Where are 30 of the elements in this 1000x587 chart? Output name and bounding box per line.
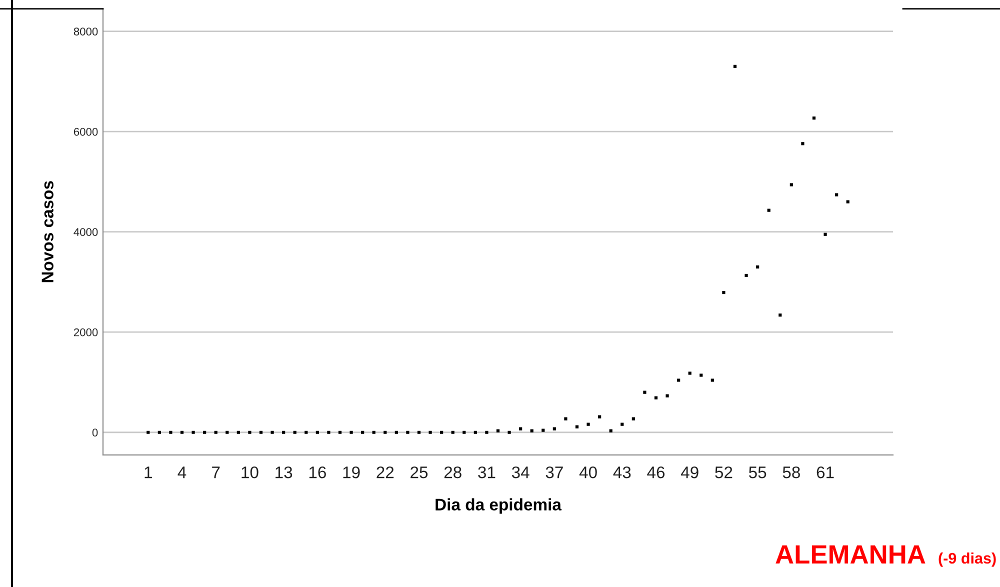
x-tick-label: 10	[242, 466, 258, 478]
x-axis-title: Dia da epidemia	[436, 498, 562, 514]
x-tick-label: 13	[276, 466, 292, 478]
x-tick-label: 37	[546, 466, 563, 478]
x-tick-label: 19	[343, 466, 360, 478]
y-tick-label: 6000	[74, 128, 98, 136]
x-tick-label: 31	[478, 466, 496, 478]
x-tick-label: 4	[178, 466, 186, 478]
x-tick-label: 52	[715, 466, 732, 478]
x-tick-label: 34	[512, 466, 530, 478]
x-tick-label: 43	[613, 466, 631, 478]
x-tick-label: 7	[212, 466, 220, 478]
y-tick-label: 0	[92, 428, 98, 437]
x-tick-label: 1	[144, 466, 152, 478]
x-tick-label: 58	[782, 466, 800, 478]
text: (-9 dias)	[938, 552, 996, 567]
text: ALEMANHA	[776, 545, 926, 564]
x-tick-label: 25	[410, 466, 428, 478]
y-tick-label: 4000	[74, 228, 98, 236]
y-tick-label: 2000	[74, 328, 98, 336]
x-tick-label: 55	[748, 466, 766, 478]
y-axis-title: Novos casos	[42, 181, 54, 282]
x-tick-label: 28	[444, 466, 462, 478]
x-tick-label: 40	[579, 466, 597, 478]
x-tick-label: 22	[376, 466, 394, 478]
x-tick-label: 49	[680, 466, 698, 478]
x-tick-label: 61	[816, 466, 834, 478]
x-tick-label: 46	[647, 466, 665, 478]
y-tick-label: 8000	[74, 28, 98, 36]
x-tick-label: 16	[309, 466, 326, 478]
